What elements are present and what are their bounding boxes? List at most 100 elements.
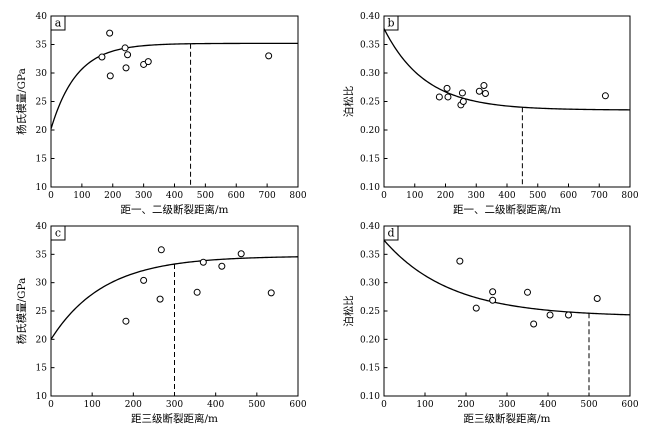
x-tick-label: 400 — [207, 400, 224, 410]
panel-label-box — [50, 225, 66, 241]
x-tick-label: 100 — [73, 191, 90, 201]
plot-frame — [50, 15, 299, 188]
data-point — [472, 304, 480, 312]
panel-label-box — [383, 15, 399, 31]
data-point — [593, 295, 601, 303]
y-tick-label: 0.25 — [360, 98, 380, 108]
y-tick-label: 0.40 — [360, 222, 380, 232]
data-point — [193, 288, 201, 296]
data-point — [140, 276, 148, 284]
data-point — [121, 44, 129, 52]
x-tick-label: 200 — [125, 400, 142, 410]
y-axis-title: 泊松比 — [342, 295, 355, 327]
x-tick-label: 400 — [498, 191, 515, 201]
y-tick-label: 25 — [36, 98, 48, 108]
x-tick-label: 0 — [381, 191, 387, 201]
data-point — [156, 295, 164, 303]
data-point — [459, 98, 467, 105]
x-tick-label: 100 — [416, 400, 433, 410]
x-tick-label: 600 — [560, 191, 577, 201]
data-point — [218, 262, 226, 270]
data-point — [524, 288, 531, 296]
fit-curve — [50, 42, 298, 130]
data-point — [489, 296, 497, 304]
y-axis-title: 泊松比 — [342, 86, 355, 118]
x-tick-label: 600 — [621, 400, 638, 410]
y-tick-label: 30 — [36, 69, 48, 79]
panel-label: d — [387, 227, 394, 240]
data-point — [489, 288, 497, 296]
x-tick-label: 400 — [166, 191, 183, 201]
y-tick-label: 0.35 — [360, 250, 380, 260]
data-point — [435, 93, 443, 101]
y-tick-label: 0.10 — [360, 392, 380, 402]
data-point — [267, 289, 275, 297]
data-point — [530, 320, 538, 328]
y-tick-label: 10 — [36, 183, 48, 193]
x-tick-label: 500 — [580, 400, 597, 410]
x-tick-label: 300 — [498, 400, 515, 410]
x-tick-label: 500 — [197, 191, 214, 201]
x-tick-label: 100 — [406, 191, 423, 201]
data-point — [475, 87, 483, 95]
panel-a: 0 100 200 300 400 500 600 700 800 10 15 20 25 30 35 40 距… — [15, 12, 307, 216]
plot-frame — [383, 225, 631, 397]
x-axis-title: 距三级断裂距离/m — [464, 412, 551, 425]
panel-d: 0 100 200 300 400 500 600 0.10 0.15 0.20 0.25 0.30 0… — [342, 222, 639, 425]
x-tick-label: 100 — [84, 400, 101, 410]
y-tick-label: 0.20 — [360, 126, 380, 136]
data-point — [122, 317, 130, 325]
x-tick-label: 700 — [259, 191, 276, 201]
y-tick-label: 0.20 — [360, 335, 380, 345]
data-point — [122, 64, 130, 72]
panel-label-box — [383, 225, 399, 241]
data-point — [265, 52, 273, 60]
fit-curve — [383, 28, 631, 111]
x-tick-label: 800 — [289, 191, 306, 201]
y-tick-label: 10 — [36, 392, 48, 402]
x-tick-label: 0 — [381, 400, 387, 410]
y-tick-label: 0.15 — [360, 364, 380, 374]
y-tick-label: 15 — [36, 155, 48, 165]
x-tick-label: 300 — [166, 400, 183, 410]
data-point — [157, 246, 165, 254]
data-point — [106, 29, 114, 37]
x-axis-title: 距三级断裂距离/m — [131, 412, 218, 425]
x-tick-label: 500 — [248, 400, 265, 410]
panel-label-box — [50, 15, 66, 31]
data-point — [199, 258, 207, 266]
data-point — [443, 84, 451, 92]
y-tick-label: 40 — [36, 12, 48, 22]
panel-label: b — [387, 17, 394, 30]
data-point — [458, 89, 466, 97]
y-tick-label: 25 — [36, 307, 48, 317]
x-tick-label: 600 — [228, 191, 245, 201]
y-tick-label: 30 — [36, 279, 48, 289]
data-point — [444, 93, 452, 101]
plot-frame — [383, 15, 631, 188]
y-tick-label: 0.15 — [360, 155, 380, 165]
x-tick-label: 500 — [529, 191, 546, 201]
x-axis-title: 距一、二级断裂距离/m — [121, 203, 229, 216]
data-point — [601, 92, 609, 100]
data-point — [481, 90, 489, 98]
y-tick-label: 0.40 — [360, 12, 380, 22]
x-axis-title: 距一、二级断裂距离/m — [453, 203, 561, 216]
y-tick-label: 0.30 — [360, 69, 380, 79]
x-tick-label: 800 — [621, 191, 638, 201]
data-point — [124, 51, 132, 59]
data-point — [565, 311, 572, 319]
data-point — [106, 72, 114, 80]
x-tick-label: 300 — [135, 191, 152, 201]
panel-c: 0 100 200 300 400 500 600 10 15 20 25 30 35 40 距三级断裂距离… — [15, 222, 307, 425]
y-tick-label: 20 — [36, 126, 48, 136]
x-tick-label: 0 — [48, 400, 54, 410]
data-point — [98, 53, 106, 61]
data-point — [144, 58, 152, 66]
y-axis-title: 杨氏模量/GPa — [15, 68, 28, 135]
x-tick-label: 600 — [289, 400, 306, 410]
x-tick-label: 200 — [104, 191, 121, 201]
panel-b: 0 100 200 300 400 500 600 700 800 0.10 0.15 0.20 0.2… — [342, 12, 639, 216]
data-point — [456, 257, 464, 265]
